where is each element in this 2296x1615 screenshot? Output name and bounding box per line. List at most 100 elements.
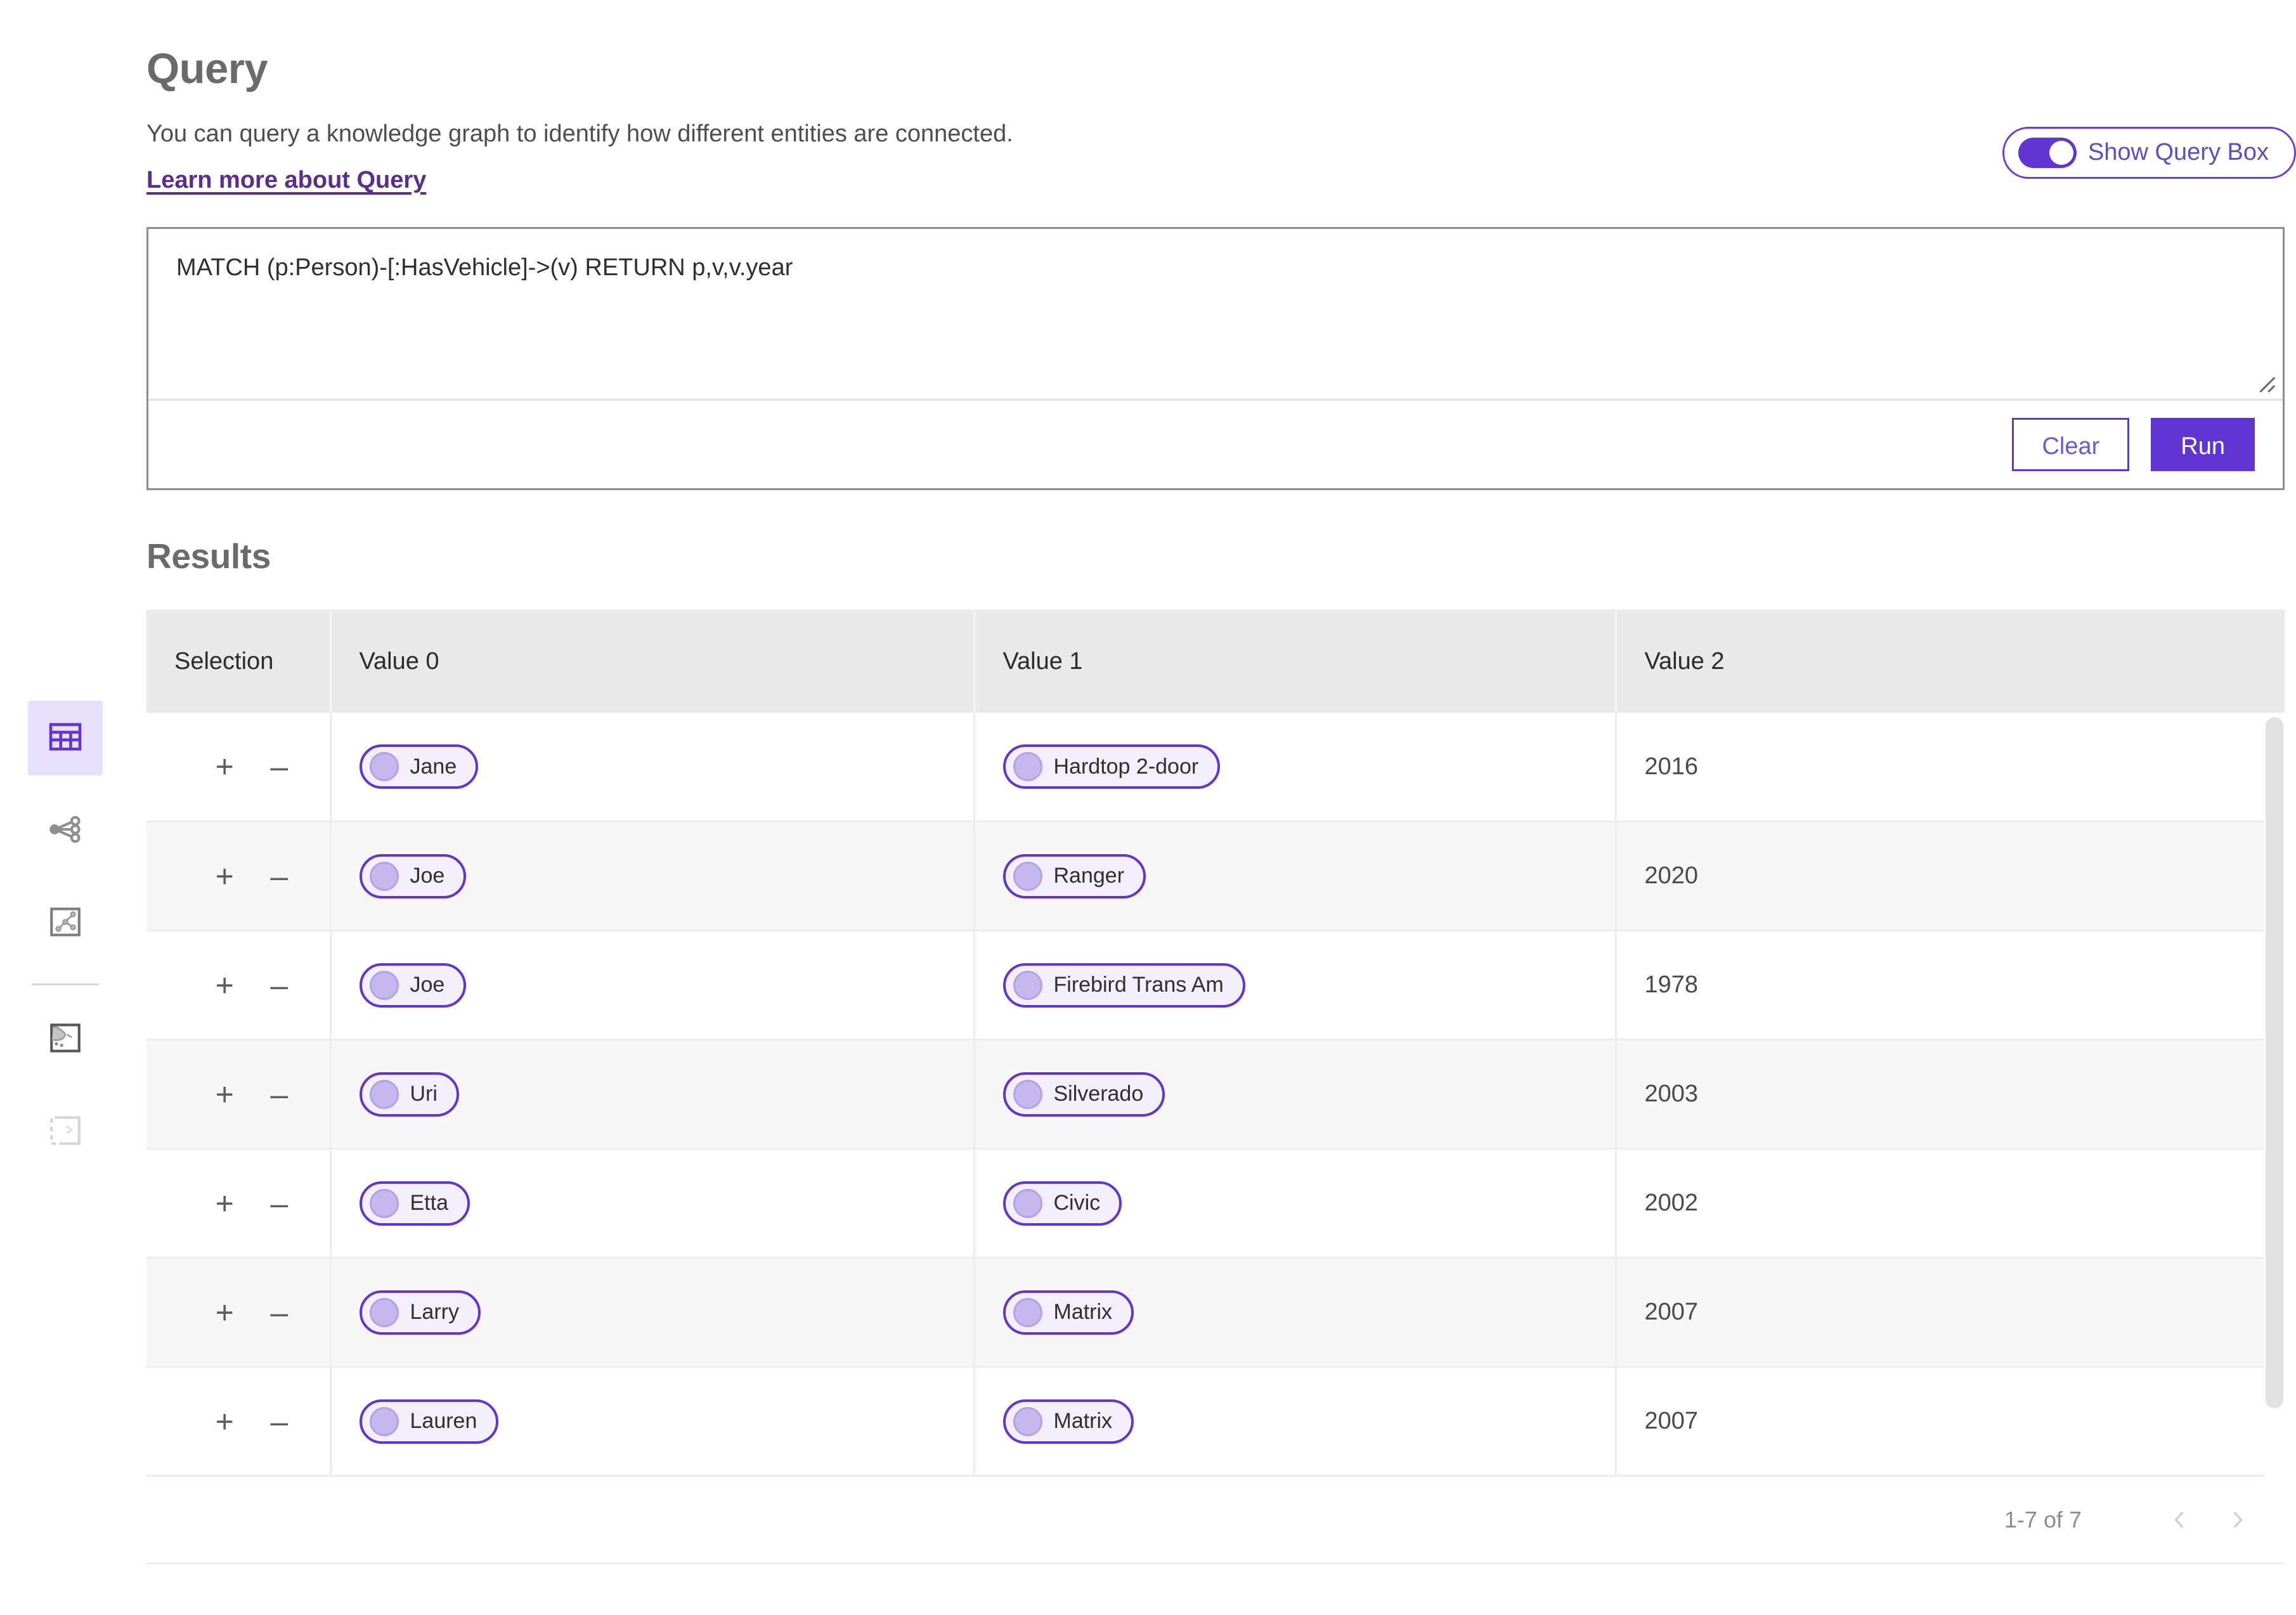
pagination-range-label: 1-7 of 7 bbox=[2004, 1506, 2082, 1533]
column-header-value-0: Value 0 bbox=[330, 611, 975, 713]
table-row: + – Joe Firebird Trans Am 1978 bbox=[146, 930, 2285, 1041]
entity-chip[interactable]: Joe bbox=[359, 963, 467, 1008]
table-scrollbar-thumb[interactable] bbox=[2266, 717, 2283, 1408]
sidebar-item-graph-view[interactable] bbox=[28, 793, 103, 868]
entity-chip[interactable]: Lauren bbox=[359, 1399, 499, 1444]
page-description: You can query a knowledge graph to ident… bbox=[146, 120, 1013, 147]
pagination-next-button[interactable] bbox=[2208, 1491, 2266, 1548]
entity-chip[interactable]: Matrix bbox=[1002, 1399, 1134, 1444]
rail-divider bbox=[32, 983, 99, 985]
toggle-switch[interactable] bbox=[2018, 137, 2077, 168]
entity-chip-label: Silverado bbox=[1053, 1082, 1144, 1106]
cell-value-1: Firebird Trans Am bbox=[974, 930, 1617, 1041]
entity-chip[interactable]: Joe bbox=[359, 853, 467, 898]
add-to-selection-button[interactable]: + bbox=[215, 749, 234, 785]
add-to-selection-button[interactable]: + bbox=[215, 1294, 234, 1330]
cell-value-0: Joe bbox=[330, 930, 975, 1041]
show-query-box-toggle[interactable]: Show Query Box bbox=[2002, 126, 2296, 179]
cell-selection: + – bbox=[146, 1366, 332, 1477]
add-to-selection-button[interactable]: + bbox=[215, 1076, 234, 1112]
run-button[interactable]: Run bbox=[2151, 417, 2255, 471]
add-to-selection-button[interactable]: + bbox=[215, 1185, 234, 1221]
entity-node-icon bbox=[369, 970, 399, 1000]
remove-from-selection-button[interactable]: – bbox=[270, 1294, 289, 1330]
cell-value-1: Civic bbox=[974, 1148, 1617, 1259]
learn-more-link[interactable]: Learn more about Query bbox=[146, 166, 427, 193]
cell-value-1: Hardtop 2-door bbox=[974, 712, 1617, 823]
cell-value-2: 2007 bbox=[1616, 1366, 2285, 1477]
entity-chip-label: Larry bbox=[410, 1300, 459, 1325]
entity-chip[interactable]: Silverado bbox=[1002, 1072, 1165, 1117]
entity-node-icon bbox=[369, 1079, 399, 1109]
cell-value-2: 1978 bbox=[1616, 930, 2285, 1041]
entity-chip[interactable]: Larry bbox=[359, 1290, 481, 1335]
table-header-row: Selection Value 0 Value 1 Value 2 bbox=[146, 611, 2285, 713]
table-vertical-scrollbar[interactable] bbox=[2264, 714, 2285, 1489]
column-header-value-2: Value 2 bbox=[1616, 611, 2285, 713]
graph-view-icon bbox=[47, 811, 84, 851]
view-mode-rail bbox=[28, 701, 103, 1187]
column-header-selection: Selection bbox=[146, 611, 332, 713]
entity-chip[interactable]: Ranger bbox=[1002, 853, 1146, 898]
remove-from-selection-button[interactable]: – bbox=[270, 1403, 289, 1439]
intro-row: You can query a knowledge graph to ident… bbox=[146, 118, 2296, 194]
add-to-selection-button[interactable]: + bbox=[215, 858, 234, 894]
query-editor-box: MATCH (p:Person)-[:HasVehicle]->(v) RETU… bbox=[146, 226, 2285, 490]
entity-chip[interactable]: Firebird Trans Am bbox=[1002, 963, 1245, 1008]
column-header-value-1: Value 1 bbox=[974, 611, 1617, 713]
entity-chip[interactable]: Matrix bbox=[1002, 1290, 1134, 1335]
entity-chip-label: Matrix bbox=[1053, 1300, 1113, 1325]
entity-node-icon bbox=[1013, 1297, 1042, 1327]
entity-node-icon bbox=[1013, 1406, 1042, 1436]
sidebar-item-geo-map[interactable] bbox=[28, 1002, 103, 1077]
sidebar-item-path-view[interactable] bbox=[28, 886, 103, 961]
entity-chip[interactable]: Hardtop 2-door bbox=[1002, 744, 1221, 789]
cell-selection: + – bbox=[146, 930, 332, 1041]
results-table: Selection Value 0 Value 1 Value 2 + – Jane… bbox=[146, 611, 2285, 1477]
sidebar-item-geo-map-empty[interactable] bbox=[28, 1094, 103, 1169]
resize-handle-icon[interactable] bbox=[2255, 372, 2276, 394]
cell-value-1: Matrix bbox=[974, 1366, 1617, 1477]
path-view-icon bbox=[47, 904, 84, 944]
cell-value-2: 2003 bbox=[1616, 1039, 2285, 1150]
table-row: + – Uri Silverado 2003 bbox=[146, 1039, 2285, 1150]
table-row: + – Jane Hardtop 2-door 2016 bbox=[146, 712, 2285, 823]
add-to-selection-button[interactable]: + bbox=[215, 1403, 234, 1439]
results-table-wrap: Selection Value 0 Value 1 Value 2 + – Jane… bbox=[146, 609, 2285, 1565]
entity-node-icon bbox=[369, 1297, 399, 1327]
add-to-selection-button[interactable]: + bbox=[215, 967, 234, 1003]
toggle-label: Show Query Box bbox=[2087, 139, 2269, 166]
entity-chip-label: Firebird Trans Am bbox=[1053, 973, 1224, 997]
cell-value-2: 2002 bbox=[1616, 1148, 2285, 1259]
table-view-icon bbox=[47, 718, 84, 758]
cell-value-0: Etta bbox=[330, 1148, 975, 1259]
sidebar-item-table-view[interactable] bbox=[28, 701, 103, 775]
entity-node-icon bbox=[1013, 1188, 1042, 1218]
pagination-prev-button[interactable] bbox=[2151, 1491, 2208, 1548]
entity-chip[interactable]: Etta bbox=[359, 1181, 470, 1226]
entity-chip[interactable]: Civic bbox=[1002, 1181, 1122, 1226]
query-divider bbox=[148, 398, 2283, 401]
query-actions: Clear Run bbox=[148, 401, 2283, 488]
remove-from-selection-button[interactable]: – bbox=[270, 1076, 289, 1112]
intro-block: You can query a knowledge graph to ident… bbox=[146, 118, 1013, 194]
entity-node-icon bbox=[1013, 970, 1042, 1000]
remove-from-selection-button[interactable]: – bbox=[270, 1185, 289, 1221]
remove-from-selection-button[interactable]: – bbox=[270, 749, 289, 785]
table-row: + – Joe Ranger 2020 bbox=[146, 821, 2285, 932]
cell-value-1: Matrix bbox=[974, 1257, 1617, 1368]
remove-from-selection-button[interactable]: – bbox=[270, 967, 289, 1003]
geo-map-icon bbox=[47, 1020, 84, 1060]
query-input[interactable]: MATCH (p:Person)-[:HasVehicle]->(v) RETU… bbox=[176, 254, 793, 281]
cell-selection: + – bbox=[146, 821, 332, 932]
entity-chip[interactable]: Jane bbox=[359, 744, 479, 789]
entity-chip-label: Jane bbox=[410, 754, 457, 779]
clear-button[interactable]: Clear bbox=[2012, 417, 2130, 471]
entity-chip-label: Lauren bbox=[410, 1409, 477, 1434]
remove-from-selection-button[interactable]: – bbox=[270, 858, 289, 894]
entity-chip[interactable]: Uri bbox=[359, 1072, 459, 1117]
cell-value-0: Jane bbox=[330, 712, 975, 823]
cell-value-0: Joe bbox=[330, 821, 975, 932]
cell-value-0: Larry bbox=[330, 1257, 975, 1368]
entity-node-icon bbox=[1013, 1079, 1042, 1109]
